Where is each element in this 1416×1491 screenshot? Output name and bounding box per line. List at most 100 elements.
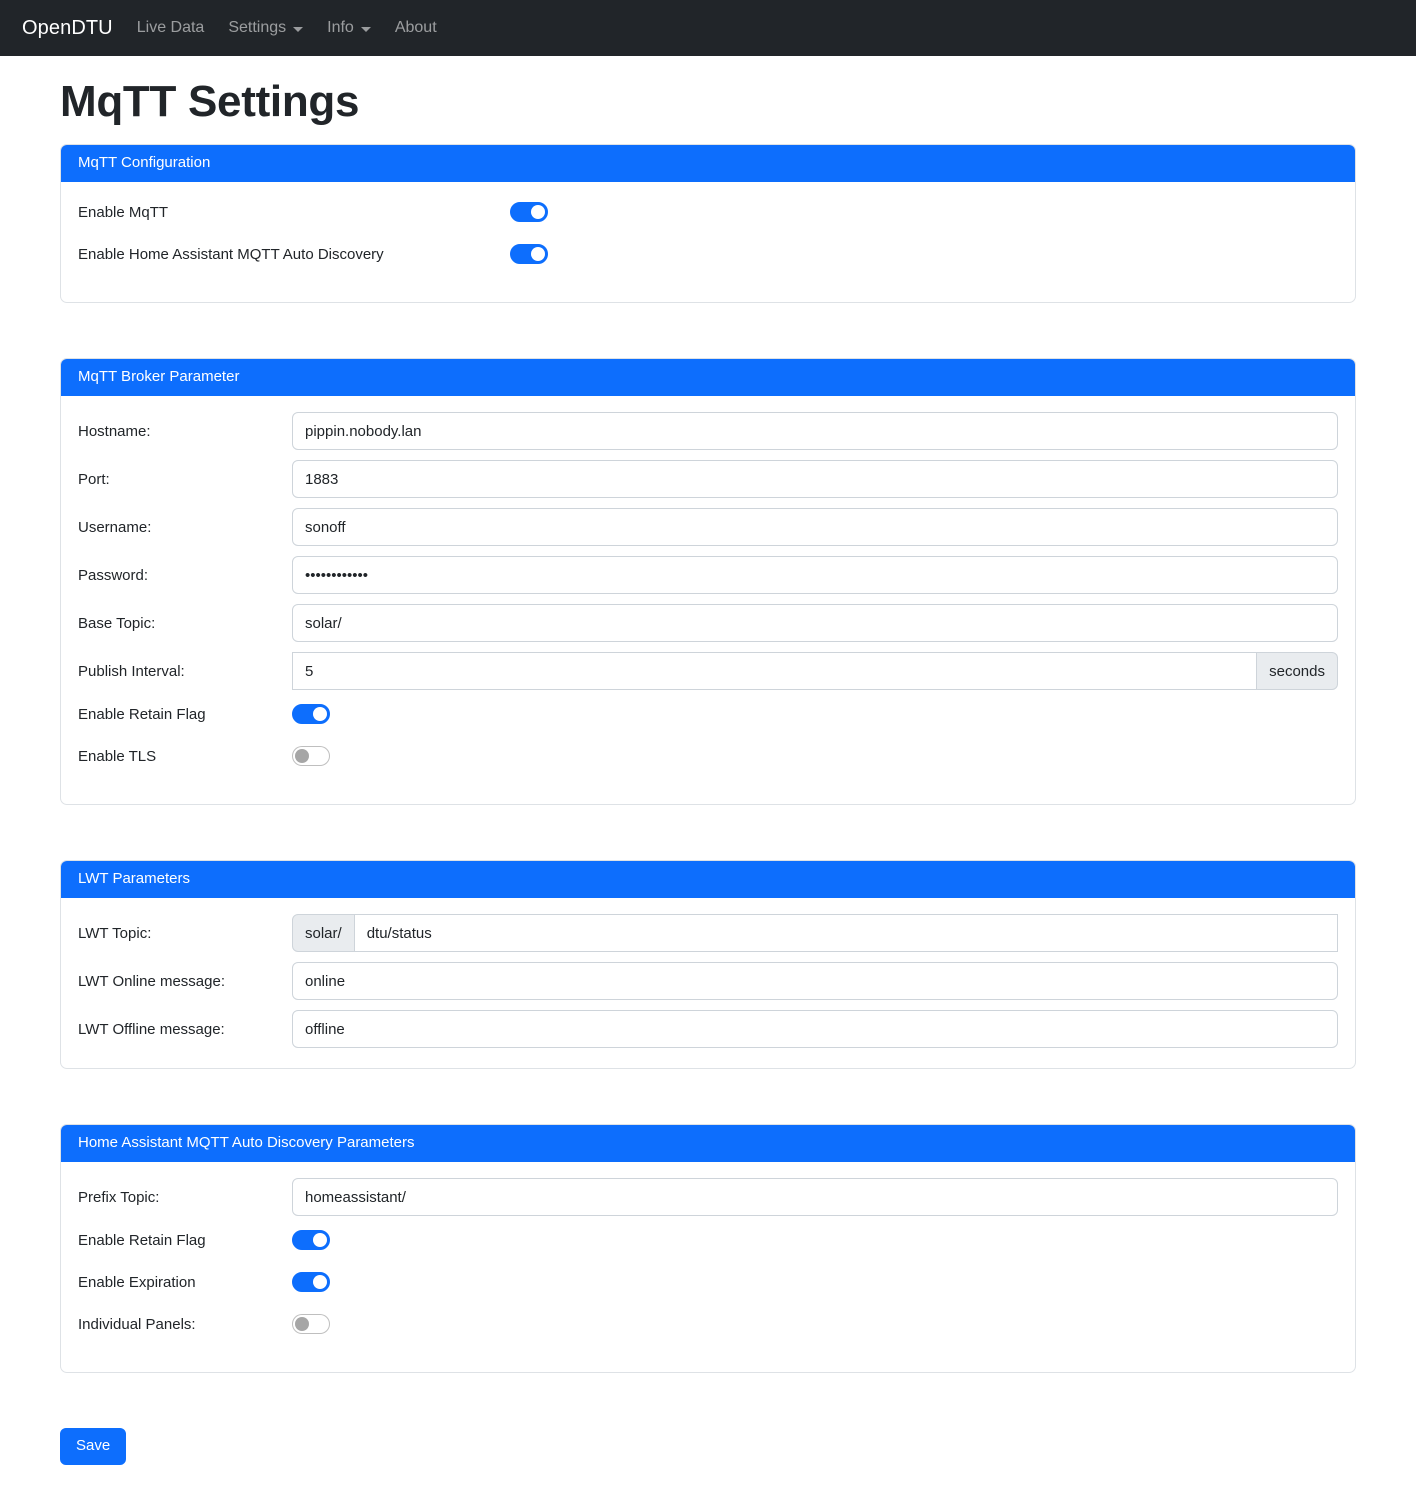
- nav-item-about[interactable]: About: [383, 11, 449, 45]
- switch-wrap-hass-retain-flag: [292, 1230, 330, 1251]
- toggle-knob-icon: [295, 749, 309, 764]
- toggle-knob-icon: [295, 1317, 309, 1332]
- label-base-topic: Base Topic:: [78, 614, 156, 632]
- toggle-individual-panels[interactable]: [292, 1314, 330, 1335]
- navbar: OpenDTU Live Data Settings Info About: [0, 0, 1416, 56]
- field-username: [292, 508, 1338, 547]
- page-container: MqTT Settings MqTT Configuration Enable …: [0, 77, 1416, 1491]
- label-individual-panels: Individual Panels:: [78, 1315, 196, 1333]
- field-hass-retain-flag: [292, 1230, 1338, 1251]
- save-button[interactable]: Save: [60, 1428, 127, 1466]
- row-username: Username:: [78, 508, 1338, 547]
- field-hass-expiration: [292, 1272, 1338, 1293]
- label-enable-mqtt: Enable MqTT: [78, 203, 169, 221]
- toggle-enable-hass-discovery[interactable]: [510, 244, 548, 265]
- row-lwt-offline-message: LWT Offline message:: [78, 1010, 1338, 1049]
- row-publish-interval: Publish Interval: seconds: [78, 652, 1338, 691]
- lwt-offline-message-input[interactable]: [292, 1010, 1338, 1049]
- label-username: Username:: [78, 518, 152, 536]
- switch-wrap-hass-expiration: [292, 1272, 330, 1293]
- label-port: Port:: [78, 470, 110, 488]
- card-body-mqtt-broker: Hostname: Port: Username: Password:: [61, 396, 1355, 804]
- row-lwt-online-message: LWT Online message:: [78, 962, 1338, 1001]
- nav-item-live-data[interactable]: Live Data: [125, 11, 217, 45]
- input-group-publish-interval: seconds: [292, 652, 1338, 691]
- chevron-down-icon: [293, 26, 304, 32]
- row-hostname: Hostname:: [78, 412, 1338, 451]
- page-title: MqTT Settings: [60, 77, 360, 126]
- row-base-topic: Base Topic:: [78, 604, 1338, 643]
- toggle-broker-retain-flag[interactable]: [292, 704, 330, 725]
- label-hass-expiration: Enable Expiration: [78, 1273, 196, 1291]
- row-enable-tls: Enable TLS: [78, 742, 1338, 770]
- card-hass-autodiscovery: Home Assistant MQTT Auto Discovery Param…: [60, 1124, 1356, 1374]
- toggle-hass-retain-flag[interactable]: [292, 1230, 330, 1251]
- publish-interval-input[interactable]: [292, 652, 1258, 691]
- base-topic-input[interactable]: [292, 604, 1338, 643]
- nav-item-settings[interactable]: Settings: [216, 11, 315, 45]
- prefix-topic-input[interactable]: [292, 1178, 1338, 1217]
- label-prefix-topic: Prefix Topic:: [78, 1188, 160, 1206]
- input-group-lwt-topic: solar/: [292, 914, 1338, 953]
- card-header-lwt-parameters: LWT Parameters: [61, 861, 1355, 899]
- card-body-lwt-parameters: LWT Topic: solar/ LWT Online message: LW…: [61, 898, 1355, 1068]
- row-individual-panels: Individual Panels:: [78, 1310, 1338, 1338]
- brand-logo[interactable]: OpenDTU: [22, 16, 113, 39]
- card-lwt-parameters: LWT Parameters LWT Topic: solar/ LWT Onl…: [60, 860, 1356, 1070]
- field-broker-retain-flag: [292, 704, 1338, 725]
- label-enable-hass-discovery: Enable Home Assistant MQTT Auto Discover…: [78, 245, 384, 263]
- field-enable-tls: [292, 746, 1338, 767]
- port-input[interactable]: [292, 460, 1338, 499]
- toggle-knob-icon: [531, 205, 545, 220]
- password-input[interactable]: [292, 556, 1338, 595]
- card-body-mqtt-configuration: Enable MqTT Enable Home Assistant MQTT A…: [61, 182, 1355, 302]
- field-publish-interval: seconds: [292, 652, 1338, 691]
- label-lwt-online-message: LWT Online message:: [78, 972, 226, 990]
- nav-label-info: Info: [327, 19, 354, 36]
- toggle-hass-expiration[interactable]: [292, 1272, 330, 1293]
- row-enable-mqtt: Enable MqTT: [78, 198, 1338, 226]
- field-individual-panels: [292, 1314, 1338, 1335]
- username-input[interactable]: [292, 508, 1338, 547]
- row-hass-expiration: Enable Expiration: [78, 1268, 1338, 1296]
- save-button-container: Save: [60, 1428, 1356, 1491]
- row-lwt-topic: LWT Topic: solar/: [78, 914, 1338, 953]
- field-lwt-offline-message: [292, 1010, 1338, 1049]
- publish-interval-unit-addon: seconds: [1257, 652, 1338, 691]
- switch-wrap-enable-mqtt: [510, 202, 548, 223]
- toggle-knob-icon: [313, 1275, 327, 1290]
- toggle-knob-icon: [313, 707, 327, 722]
- lwt-topic-input[interactable]: [354, 914, 1338, 953]
- nav-label-live-data: Live Data: [136, 19, 205, 36]
- field-hostname: [292, 412, 1338, 451]
- field-password: [292, 556, 1338, 595]
- nav-label-about: About: [394, 19, 437, 36]
- nav-item-info[interactable]: Info: [315, 11, 383, 45]
- card-header-mqtt-configuration: MqTT Configuration: [61, 145, 1355, 183]
- toggle-knob-icon: [531, 247, 545, 262]
- label-password: Password:: [78, 566, 149, 584]
- card-body-hass-autodiscovery: Prefix Topic: Enable Retain Flag Enable …: [61, 1162, 1355, 1372]
- field-enable-hass-discovery: [510, 244, 1338, 265]
- field-port: [292, 460, 1338, 499]
- label-publish-interval: Publish Interval:: [78, 662, 185, 680]
- chevron-down-icon: [360, 26, 371, 32]
- field-prefix-topic: [292, 1178, 1338, 1217]
- lwt-online-message-input[interactable]: [292, 962, 1338, 1001]
- label-lwt-topic: LWT Topic:: [78, 924, 152, 942]
- card-mqtt-configuration: MqTT Configuration Enable MqTT Enable Ho…: [60, 144, 1356, 304]
- row-prefix-topic: Prefix Topic:: [78, 1178, 1338, 1217]
- hostname-input[interactable]: [292, 412, 1338, 451]
- nav-links: Live Data Settings Info About: [125, 11, 449, 45]
- field-lwt-online-message: [292, 962, 1338, 1001]
- label-hostname: Hostname:: [78, 422, 151, 440]
- card-mqtt-broker: MqTT Broker Parameter Hostname: Port: Us…: [60, 358, 1356, 806]
- toggle-enable-tls[interactable]: [292, 746, 330, 767]
- row-port: Port:: [78, 460, 1338, 499]
- toggle-knob-icon: [313, 1233, 327, 1248]
- switch-wrap-enable-hass-discovery: [510, 244, 548, 265]
- card-header-hass-autodiscovery: Home Assistant MQTT Auto Discovery Param…: [61, 1125, 1355, 1163]
- toggle-enable-mqtt[interactable]: [510, 202, 548, 223]
- field-lwt-topic: solar/: [292, 914, 1338, 953]
- row-broker-retain-flag: Enable Retain Flag: [78, 700, 1338, 728]
